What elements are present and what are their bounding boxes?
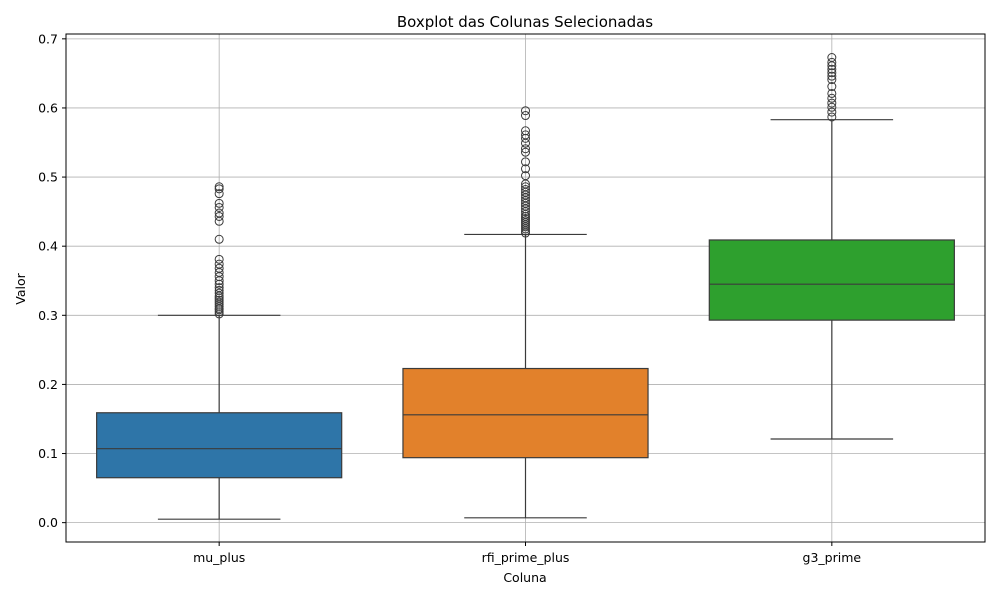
outlier-point [214,189,224,199]
plot-frame [65,33,986,543]
outlier-point [827,82,837,92]
outlier-point [214,208,224,218]
outlier-point [214,263,224,273]
box-group-mu_plus [96,182,343,520]
outlier-point [521,171,530,181]
outlier-point [521,130,530,140]
y-axis-label: Valor [13,272,28,304]
boxes-layer [96,52,955,520]
ticks-layer: 0.0 0.1 0.2 0.3 0.4 0.5 0.6 0.7 mu_plus rfi_prime… [38,31,861,565]
y-tick-label: 0.6 [38,100,58,115]
box [402,367,649,459]
chart-title: Boxplot das Colunas Selecionadas [397,13,653,31]
outlier-point [214,182,224,192]
outlier-point [827,88,837,98]
outlier-point [521,106,530,116]
outlier-point [214,295,224,305]
outlier-point [214,254,224,264]
outlier-point [827,64,837,74]
outlier-point [521,157,530,167]
x-axis-label: Coluna [503,570,546,585]
outlier-point [521,164,530,174]
outlier-point [827,98,837,108]
x-tick-label: rfi_prime_plus [482,550,570,565]
outlier-point [827,107,837,117]
outlier-point [214,211,224,221]
outlier-point [827,112,837,122]
x-tick-label: mu_plus [193,550,245,565]
box [708,239,955,321]
outlier-point [521,185,530,195]
x-tick-label: g3_prime [803,550,862,565]
outlier-point [214,234,224,244]
y-tick-label: 0.4 [38,239,58,254]
y-tick-label: 0.7 [38,31,58,46]
outlier-point [827,71,837,81]
outlier-point [214,198,224,208]
outlier-point [521,144,530,154]
outlier-point [521,111,530,121]
y-tick-label: 0.3 [38,308,58,323]
outlier-point [827,93,837,103]
y-tick-label: 0.5 [38,170,58,185]
outlier-point [214,288,224,298]
outlier-point [521,147,530,157]
outlier-point [214,283,224,293]
outlier-point [521,216,530,226]
outlier-point [214,184,224,194]
outlier-point [827,75,837,85]
y-tick-label: 0.2 [38,377,58,392]
outlier-point [214,259,224,269]
outlier-point [827,52,837,62]
outlier-point [827,57,837,67]
outlier-point [521,214,530,224]
outlier-point [827,102,837,112]
outlier-point [521,182,530,192]
y-tick-label: 0.0 [38,515,58,530]
y-tick-label: 0.1 [38,446,58,461]
outlier-point [214,285,224,295]
box [96,412,343,479]
outlier-point [214,297,224,307]
outlier-point [521,126,530,136]
box-group-g3_prime [708,52,955,440]
outlier-point [827,68,837,78]
box-group-rfi_prime_plus [402,106,649,519]
outlier-point [214,202,224,212]
